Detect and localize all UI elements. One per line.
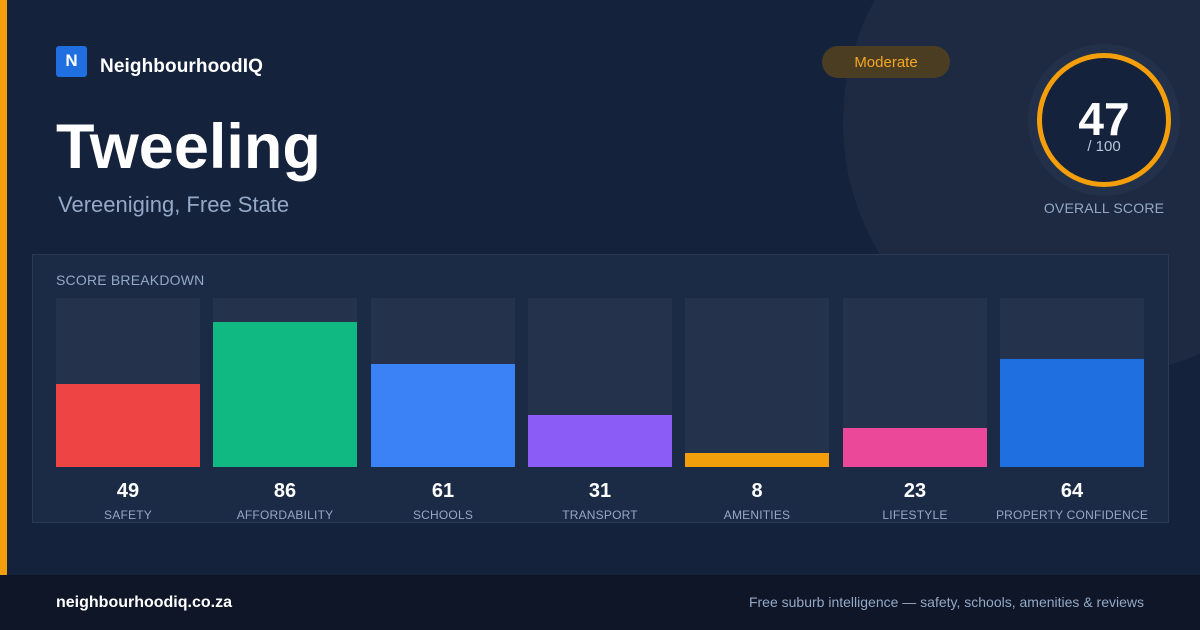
bar-value: 86 bbox=[273, 480, 297, 502]
bar-value: 64 bbox=[1060, 480, 1084, 502]
bar-track bbox=[685, 298, 829, 467]
score-bar-safety: 49 SAFETY bbox=[56, 298, 200, 522]
score-bar-schools: 61 SCHOOLS bbox=[371, 298, 515, 522]
bar-value: 61 bbox=[431, 480, 455, 502]
score-breakdown-panel: SCORE BREAKDOWN 49 SAFETY 86 AFFORDABILITY 6… bbox=[32, 254, 1169, 523]
footer: neighbourhoodiq.co.za Free suburb intell… bbox=[0, 575, 1200, 630]
bar-label: AMENITIES bbox=[723, 508, 791, 522]
bar-track bbox=[528, 298, 672, 467]
overall-score-ring: 47 / 100 bbox=[1028, 44, 1180, 196]
footer-tagline: Free suburb intelligence — safety, schoo… bbox=[748, 594, 1144, 610]
bar-label: SCHOOLS bbox=[412, 508, 474, 522]
bar-track bbox=[1000, 298, 1144, 467]
left-accent-stripe bbox=[0, 0, 7, 575]
suburb-location: Vereeniging, Free State bbox=[58, 192, 290, 217]
score-bar-property-confidence: 64 PROPERTY CONFIDENCE bbox=[996, 298, 1148, 522]
bar-fill bbox=[528, 415, 672, 467]
bar-label: TRANSPORT bbox=[562, 508, 638, 522]
score-bar-lifestyle: 23 LIFESTYLE bbox=[843, 298, 987, 522]
bar-value: 8 bbox=[751, 480, 763, 502]
rating-badge: Moderate bbox=[822, 46, 950, 78]
bar-track bbox=[56, 298, 200, 467]
bar-label: AFFORDABILITY bbox=[236, 508, 334, 522]
overall-score-caption: OVERALL SCORE bbox=[1043, 200, 1165, 216]
bar-track bbox=[843, 298, 987, 467]
score-ring-progress: 47 / 100 bbox=[1037, 53, 1171, 187]
bar-fill bbox=[56, 384, 200, 467]
bar-track bbox=[371, 298, 515, 467]
overall-score-max: / 100 bbox=[1087, 138, 1121, 155]
bar-fill bbox=[843, 428, 987, 467]
bar-fill bbox=[1000, 359, 1144, 467]
bar-label: LIFESTYLE bbox=[882, 508, 948, 522]
footer-domain-link[interactable]: neighbourhoodiq.co.za bbox=[56, 594, 232, 611]
bar-value: 31 bbox=[588, 480, 612, 502]
bar-label: SAFETY bbox=[104, 508, 152, 522]
bar-fill bbox=[371, 364, 515, 467]
bar-fill bbox=[213, 322, 357, 467]
brand[interactable]: N NeighbourhoodIQ bbox=[56, 45, 263, 88]
bar-value: 23 bbox=[903, 480, 927, 502]
brand-name: NeighbourhoodIQ bbox=[100, 56, 263, 77]
brand-logo-icon: N bbox=[56, 45, 87, 77]
breakdown-heading: SCORE BREAKDOWN bbox=[56, 272, 205, 288]
bar-value: 49 bbox=[116, 480, 140, 502]
bar-fill bbox=[685, 453, 829, 467]
bar-track bbox=[213, 298, 357, 467]
bar-label: PROPERTY CONFIDENCE bbox=[995, 508, 1149, 522]
score-bar-affordability: 86 AFFORDABILITY bbox=[213, 298, 357, 522]
score-bar-transport: 31 TRANSPORT bbox=[528, 298, 672, 522]
suburb-title: Tweeling bbox=[56, 112, 321, 182]
score-bar-amenities: 8 AMENITIES bbox=[685, 298, 829, 522]
overall-score-value: 47 bbox=[1078, 93, 1130, 145]
